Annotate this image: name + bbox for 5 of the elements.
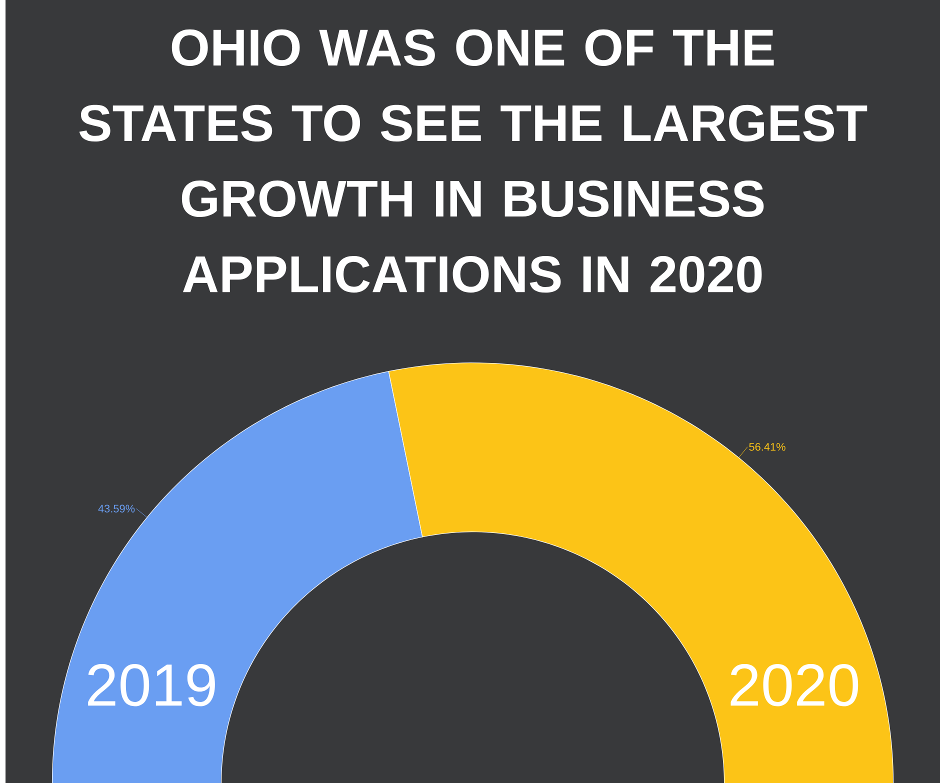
data-label: 43.59% — [98, 504, 135, 512]
slice-label: 2019 — [88, 664, 215, 706]
slice-label: 2020 — [730, 664, 858, 706]
chart-title: OHIO WAS ONE OF THE STATES TO SEE THE LARGEST GROWTH IN BUSINESS APPLICATIONS IN 2020 — [79, 29, 868, 292]
data-label: 56.41% — [749, 442, 786, 451]
